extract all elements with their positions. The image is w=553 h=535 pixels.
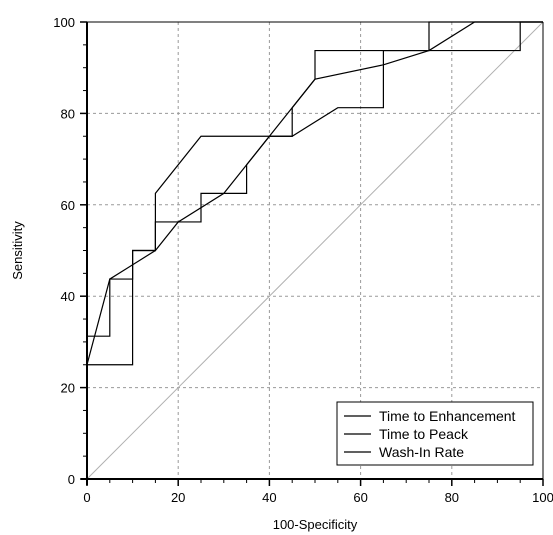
x-axis-title: 100-Specificity <box>273 517 358 532</box>
y-axis-title: Sensitivity <box>10 221 25 280</box>
reference-diagonal-line <box>86 21 544 480</box>
x-tick-label: 60 <box>353 490 367 505</box>
x-tick-label: 100 <box>532 490 553 505</box>
x-tick-label: 80 <box>445 490 459 505</box>
series-layer <box>86 21 543 479</box>
axes <box>81 21 544 485</box>
y-tick-label: 40 <box>61 289 75 304</box>
x-tick-label: 40 <box>262 490 276 505</box>
legend-label-2: Time to Peack <box>379 426 469 442</box>
legend-label-3: Wash-In Rate <box>379 444 464 460</box>
y-tick-label: 80 <box>61 106 75 121</box>
y-tick-label: 20 <box>61 381 75 396</box>
y-tick-label: 0 <box>68 472 75 487</box>
series-line-3 <box>86 21 543 479</box>
legend-label-1: Time to Enhancement <box>379 408 516 424</box>
y-tick-label: 60 <box>61 198 75 213</box>
x-tick-label: 20 <box>171 490 185 505</box>
y-tick-label: 100 <box>53 15 75 30</box>
axis-ticks: 0 20 40 60 80 100 0 20 40 60 80 100 <box>53 15 553 505</box>
legend: Time to Enhancement Time to Peack Wash-In … <box>336 401 534 466</box>
x-tick-label: 0 <box>83 490 90 505</box>
